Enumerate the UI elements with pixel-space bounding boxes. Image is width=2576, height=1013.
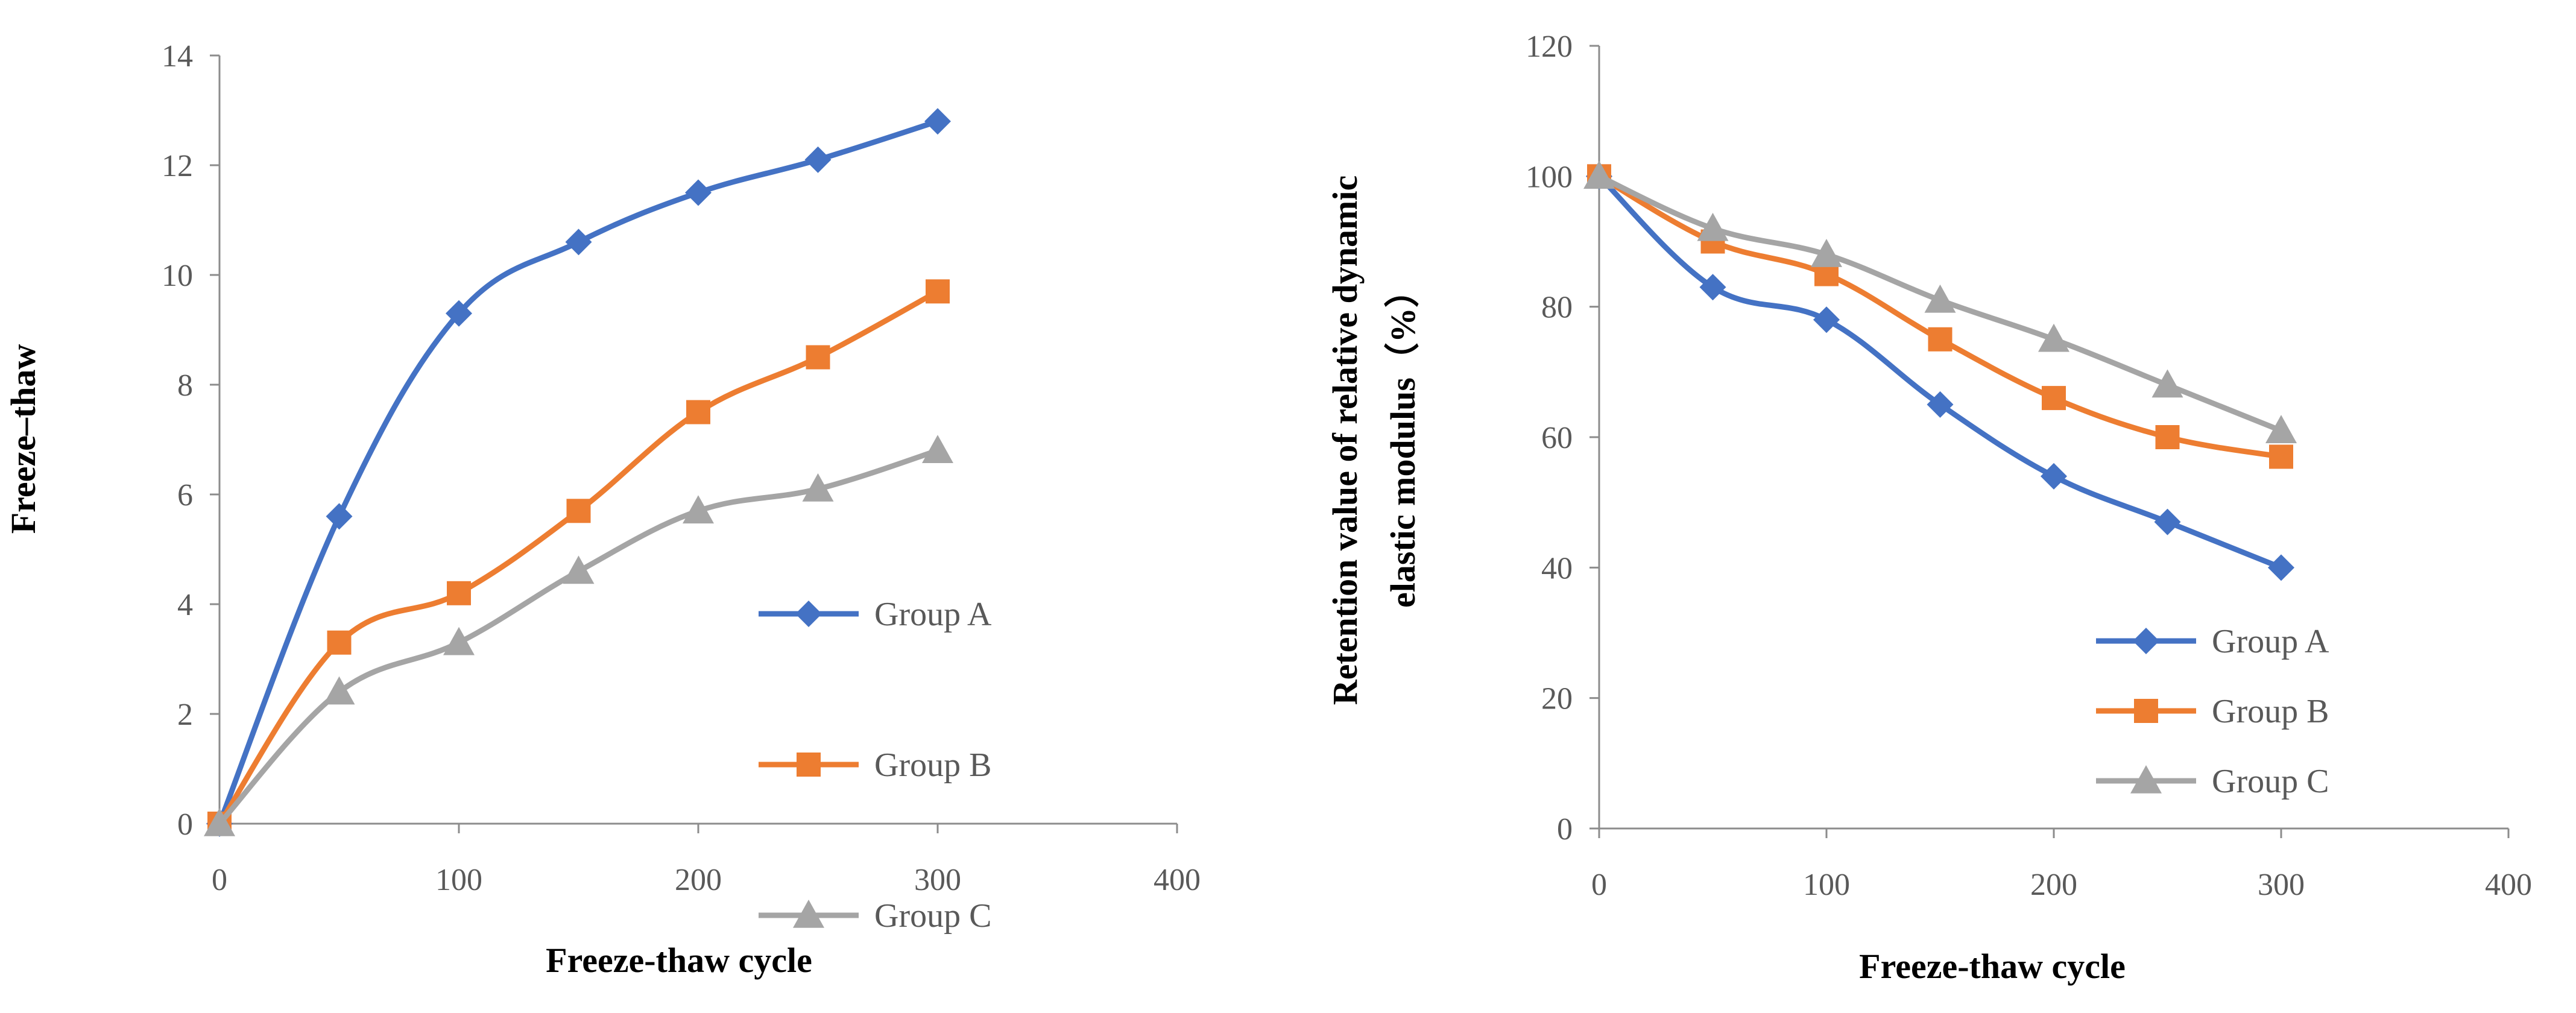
data-point-group-a <box>1813 306 1840 333</box>
data-point-group-b <box>686 400 710 424</box>
data-point-group-b <box>2155 425 2180 449</box>
legend-marker-group-c <box>2130 765 2162 794</box>
data-point-group-c <box>323 676 355 705</box>
y-tick-label: 100 <box>1526 160 1573 194</box>
data-point-group-c <box>802 473 834 502</box>
data-point-group-c <box>443 626 475 655</box>
data-point-group-c <box>683 495 714 524</box>
legend-item-group-b: Group B <box>759 746 991 784</box>
data-point-group-c <box>1924 284 1956 313</box>
legend-label: Group C <box>2212 763 2329 800</box>
x-tick-label: 200 <box>2030 868 2077 902</box>
legend-item-group-c: Group C <box>2096 763 2329 800</box>
data-point-group-a <box>1927 391 1954 418</box>
legend-label: Group B <box>2212 693 2329 730</box>
data-point-group-a <box>2041 462 2067 490</box>
legend-marker-group-c <box>793 900 824 928</box>
x-axis-title: Freeze-thaw cycle <box>1859 947 2126 986</box>
data-point-group-c <box>204 808 235 836</box>
data-point-group-a <box>924 108 951 135</box>
data-point-group-c <box>1583 160 1615 189</box>
legend-item-group-a: Group A <box>2096 623 2329 660</box>
y-axis-title-text: Freeze–thaw <box>4 344 43 534</box>
series-group-a <box>1586 163 2294 581</box>
x-tick-label: 0 <box>212 863 227 897</box>
data-point-group-c <box>1697 212 1729 241</box>
data-point-group-a <box>685 179 712 206</box>
y-tick-label: 10 <box>162 259 193 293</box>
series-line-group-a <box>216 118 941 827</box>
data-point-group-c <box>1811 239 1842 267</box>
y-tick-label: 14 <box>162 39 193 74</box>
legend-item-group-a: Group A <box>759 596 992 633</box>
data-point-group-b <box>447 581 471 605</box>
data-point-group-b <box>2042 386 2066 411</box>
data-point-group-c <box>563 555 595 584</box>
y-tick-label: 80 <box>1541 291 1573 325</box>
legend-label: Group B <box>874 746 991 784</box>
y-tick-label: 8 <box>177 368 193 403</box>
y-tick-label: 4 <box>177 588 193 622</box>
y-tick-label: 120 <box>1526 30 1573 64</box>
y-axis-title-line: elastic modulus（%） <box>1383 273 1422 608</box>
x-tick-label: 0 <box>1591 868 1607 902</box>
x-axis-title: Freeze-thaw cycle <box>546 941 812 980</box>
x-tick-label: 400 <box>2485 868 2532 902</box>
legend-marker-group-a <box>795 601 822 627</box>
data-point-group-c <box>922 435 953 463</box>
data-point-group-c <box>2265 415 2297 443</box>
y-tick-label: 40 <box>1541 551 1573 585</box>
data-point-group-a <box>1699 274 1726 301</box>
series-group-a <box>206 108 951 837</box>
legend-marker-group-b <box>2134 699 2158 723</box>
y-axis-title-line: Retention value of relative dynamic <box>1325 175 1365 705</box>
x-tick-label: 300 <box>914 863 961 897</box>
x-tick-label: 200 <box>675 863 722 897</box>
legend-label: Group A <box>874 596 992 633</box>
legend-marker-group-a <box>2133 628 2159 654</box>
x-tick-label: 100 <box>1803 868 1850 902</box>
y-tick-label: 20 <box>1541 682 1573 716</box>
y-tick-label: 0 <box>177 807 193 842</box>
y-axis-title: Freeze–thaw <box>4 344 43 534</box>
x-tick-label: 100 <box>435 863 482 897</box>
legend-label: Group A <box>2212 623 2329 660</box>
data-point-group-a <box>2154 508 2181 535</box>
y-axis-title: Retention value of relative dynamic elast… <box>1325 175 1422 705</box>
data-point-group-a <box>565 229 592 256</box>
series-group-c <box>204 435 953 836</box>
chart-freeze-thaw: 0 2 4 6 8 10 12 14 0 100 200 300 400 Freeze-thaw cycl… <box>4 39 1201 980</box>
data-point-group-c <box>2151 369 2183 398</box>
x-tick-label: 400 <box>1154 863 1201 897</box>
data-point-group-a <box>446 300 472 327</box>
data-point-group-a <box>2268 554 2294 581</box>
data-point-group-c <box>2038 323 2069 352</box>
y-tick-label: 0 <box>1557 812 1573 847</box>
data-point-group-b <box>806 345 830 370</box>
y-tick-label: 12 <box>162 149 193 183</box>
legend-marker-group-b <box>797 753 821 777</box>
data-point-group-b <box>566 499 591 523</box>
y-tick-label: 60 <box>1541 421 1573 455</box>
y-tick-label: 2 <box>177 698 193 732</box>
data-point-group-b <box>926 279 950 304</box>
series-group-b <box>1587 164 2293 469</box>
data-point-group-b <box>2269 444 2293 469</box>
data-point-group-a <box>804 146 832 173</box>
legend-label: Group C <box>874 897 991 935</box>
legend-item-group-c: Group C <box>759 897 991 935</box>
series-group-c <box>1583 160 2297 443</box>
y-tick-label: 6 <box>177 478 193 513</box>
data-point-group-b <box>327 630 352 655</box>
data-point-group-b <box>1928 327 1953 352</box>
legend-item-group-b: Group B <box>2096 693 2329 730</box>
data-point-group-a <box>326 503 353 530</box>
x-tick-label: 300 <box>2258 868 2305 902</box>
chart-retention-modulus: 0 20 40 60 80 100 120 0 100 200 300 400 Freeze-thaw … <box>1325 30 2532 986</box>
